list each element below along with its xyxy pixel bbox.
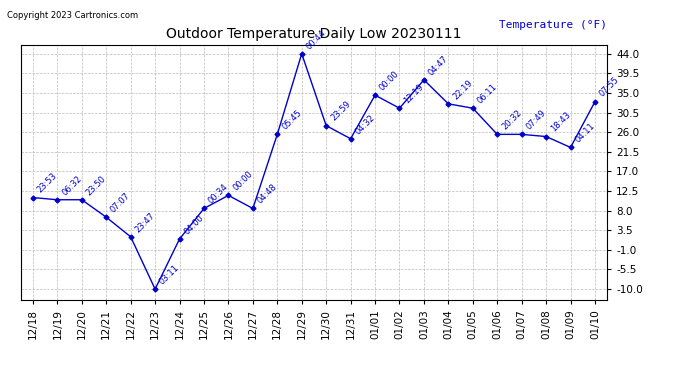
Text: 04:48: 04:48 [255,183,279,206]
Text: 23:53: 23:53 [36,171,59,195]
Text: 18:43: 18:43 [549,110,572,134]
Text: 06:32: 06:32 [60,174,83,197]
Title: Outdoor Temperature Daily Low 20230111: Outdoor Temperature Daily Low 20230111 [166,27,462,41]
Text: 00:00: 00:00 [231,170,255,193]
Text: 04:32: 04:32 [353,113,377,136]
Text: 20:32: 20:32 [500,108,523,132]
Text: 03:11: 03:11 [158,263,181,286]
Text: 06:11: 06:11 [475,82,499,105]
Text: 07:49: 07:49 [524,108,548,132]
Text: 07:07: 07:07 [109,191,132,214]
Text: 23:47: 23:47 [133,211,157,234]
Text: 05:45: 05:45 [280,108,303,132]
Text: Copyright 2023 Cartronics.com: Copyright 2023 Cartronics.com [7,11,138,20]
Text: 00:44: 00:44 [304,28,328,51]
Text: 22:19: 22:19 [451,78,474,101]
Text: 00:00: 00:00 [378,69,401,92]
Text: 12:19: 12:19 [402,82,426,105]
Text: 04:47: 04:47 [426,54,450,77]
Text: 23:50: 23:50 [85,174,108,197]
Text: 23:59: 23:59 [329,100,352,123]
Text: 00:34: 00:34 [207,183,230,206]
Text: 07:55: 07:55 [598,76,621,99]
Text: Temperature (°F): Temperature (°F) [499,20,607,30]
Text: 04:11: 04:11 [573,122,596,145]
Text: 04:00: 04:00 [182,213,206,236]
